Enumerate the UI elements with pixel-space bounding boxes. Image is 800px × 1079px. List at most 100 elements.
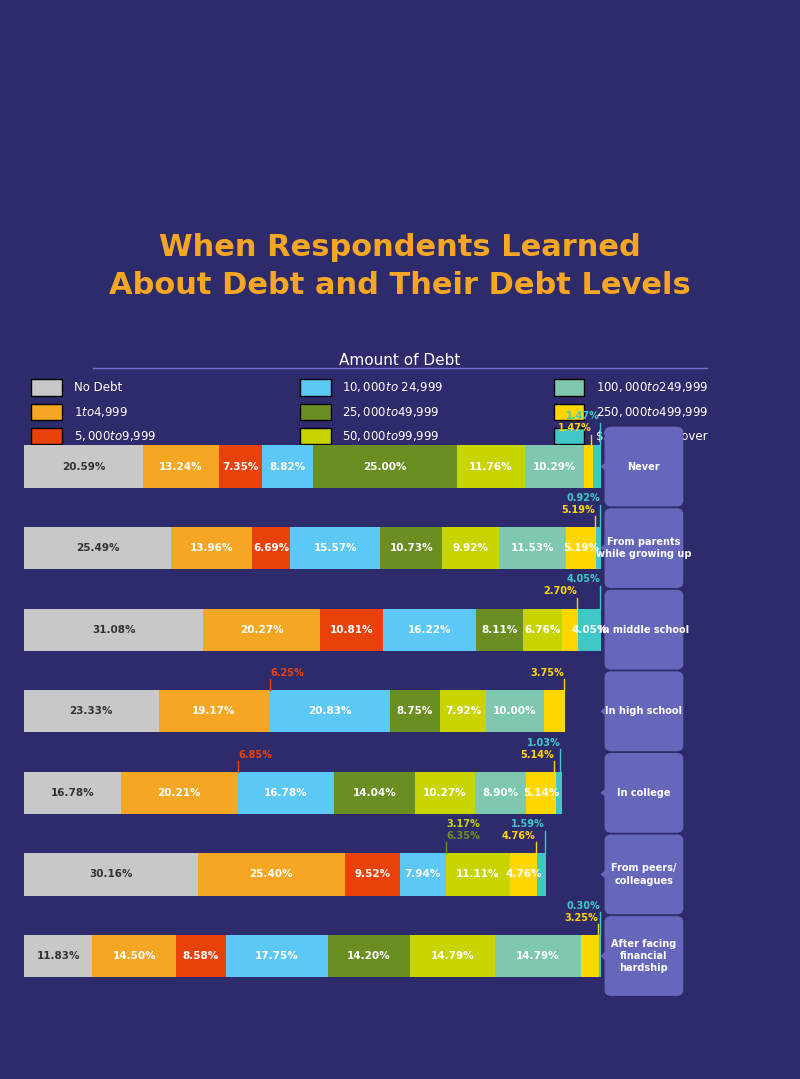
Text: 3.25%: 3.25%	[565, 913, 598, 923]
FancyBboxPatch shape	[313, 446, 457, 488]
Text: 8.82%: 8.82%	[269, 462, 306, 472]
Polygon shape	[602, 704, 611, 719]
Text: 7.92%: 7.92%	[445, 707, 481, 716]
FancyBboxPatch shape	[537, 853, 546, 896]
Text: 11.76%: 11.76%	[469, 462, 513, 472]
FancyBboxPatch shape	[31, 379, 62, 396]
FancyBboxPatch shape	[543, 691, 565, 733]
FancyBboxPatch shape	[495, 934, 581, 978]
Text: 20.59%: 20.59%	[62, 462, 105, 472]
FancyBboxPatch shape	[380, 527, 442, 570]
Text: $50,000 to $99,999: $50,000 to $99,999	[342, 429, 440, 443]
FancyBboxPatch shape	[300, 404, 331, 421]
FancyBboxPatch shape	[262, 446, 313, 488]
FancyBboxPatch shape	[486, 691, 543, 733]
FancyBboxPatch shape	[226, 934, 328, 978]
FancyBboxPatch shape	[605, 508, 683, 588]
FancyBboxPatch shape	[328, 934, 410, 978]
Text: 30.16%: 30.16%	[90, 870, 133, 879]
Text: 14.04%: 14.04%	[353, 788, 397, 797]
Text: 6.35%: 6.35%	[446, 831, 480, 842]
Text: 14.79%: 14.79%	[516, 951, 560, 961]
FancyBboxPatch shape	[176, 934, 226, 978]
Polygon shape	[602, 460, 611, 474]
FancyBboxPatch shape	[457, 446, 525, 488]
Text: 9.52%: 9.52%	[354, 870, 390, 879]
FancyBboxPatch shape	[556, 771, 562, 814]
Text: Never: Never	[628, 462, 660, 472]
FancyBboxPatch shape	[270, 691, 390, 733]
Text: 10.27%: 10.27%	[423, 788, 467, 797]
FancyBboxPatch shape	[510, 853, 537, 896]
FancyBboxPatch shape	[198, 853, 345, 896]
Text: 10.81%: 10.81%	[330, 625, 374, 634]
Text: From peers/
colleagues: From peers/ colleagues	[611, 863, 677, 886]
Text: 25.49%: 25.49%	[76, 543, 119, 554]
FancyBboxPatch shape	[24, 853, 198, 896]
Text: 15.57%: 15.57%	[314, 543, 357, 554]
FancyBboxPatch shape	[605, 590, 683, 670]
Text: From parents
while growing up: From parents while growing up	[596, 537, 692, 559]
Text: 9.92%: 9.92%	[453, 543, 489, 554]
Text: 4.05%: 4.05%	[571, 625, 608, 634]
Text: In college: In college	[617, 788, 670, 797]
Text: $25,000 to $49,999: $25,000 to $49,999	[342, 406, 440, 420]
Text: 10.29%: 10.29%	[533, 462, 576, 472]
FancyBboxPatch shape	[554, 404, 584, 421]
FancyBboxPatch shape	[24, 934, 92, 978]
Text: 16.78%: 16.78%	[264, 788, 308, 797]
FancyBboxPatch shape	[605, 916, 683, 996]
Text: 16.78%: 16.78%	[50, 788, 94, 797]
FancyBboxPatch shape	[24, 446, 143, 488]
Text: 16.22%: 16.22%	[408, 625, 451, 634]
Polygon shape	[602, 541, 611, 556]
FancyBboxPatch shape	[390, 691, 440, 733]
Text: 13.96%: 13.96%	[190, 543, 233, 554]
Text: 8.90%: 8.90%	[482, 788, 518, 797]
FancyBboxPatch shape	[290, 527, 380, 570]
FancyBboxPatch shape	[526, 771, 556, 814]
Text: 7.94%: 7.94%	[405, 870, 441, 879]
Text: 14.50%: 14.50%	[112, 951, 156, 961]
Polygon shape	[602, 948, 611, 964]
FancyBboxPatch shape	[581, 934, 599, 978]
FancyBboxPatch shape	[593, 446, 602, 488]
FancyBboxPatch shape	[605, 753, 683, 833]
Text: 8.11%: 8.11%	[482, 625, 518, 634]
FancyBboxPatch shape	[446, 853, 510, 896]
Text: 4.05%: 4.05%	[566, 574, 600, 585]
FancyBboxPatch shape	[605, 426, 683, 506]
Text: 20.83%: 20.83%	[308, 707, 351, 716]
Text: 5.14%: 5.14%	[521, 750, 554, 760]
Text: 0.92%: 0.92%	[566, 493, 600, 503]
Text: 11.53%: 11.53%	[511, 543, 554, 554]
Text: 1.47%: 1.47%	[558, 423, 591, 434]
FancyBboxPatch shape	[158, 691, 270, 733]
FancyBboxPatch shape	[219, 446, 262, 488]
Text: 6.25%: 6.25%	[270, 668, 304, 678]
FancyBboxPatch shape	[31, 404, 62, 421]
Text: $100,000 to $249,999: $100,000 to $249,999	[596, 381, 708, 395]
FancyBboxPatch shape	[321, 609, 383, 651]
Text: $5,000 to $9,999: $5,000 to $9,999	[74, 429, 156, 443]
Text: 25.00%: 25.00%	[363, 462, 406, 472]
Text: 1.03%: 1.03%	[526, 738, 561, 748]
Text: $500,000 and over: $500,000 and over	[596, 429, 707, 442]
Text: 1.59%: 1.59%	[511, 819, 545, 829]
FancyBboxPatch shape	[566, 527, 596, 570]
FancyBboxPatch shape	[143, 446, 219, 488]
FancyBboxPatch shape	[578, 609, 602, 651]
Text: 2.70%: 2.70%	[543, 587, 577, 597]
FancyBboxPatch shape	[477, 609, 523, 651]
Text: 4.76%: 4.76%	[502, 831, 536, 842]
FancyBboxPatch shape	[599, 934, 602, 978]
Text: When Respondents Learned
About Debt and Their Debt Levels: When Respondents Learned About Debt and …	[109, 233, 691, 300]
FancyBboxPatch shape	[334, 771, 415, 814]
Text: Amount of Debt: Amount of Debt	[339, 353, 461, 368]
Text: 31.08%: 31.08%	[92, 625, 135, 634]
FancyBboxPatch shape	[584, 446, 593, 488]
FancyBboxPatch shape	[400, 853, 446, 896]
FancyBboxPatch shape	[300, 427, 331, 445]
FancyBboxPatch shape	[92, 934, 176, 978]
FancyBboxPatch shape	[410, 934, 495, 978]
